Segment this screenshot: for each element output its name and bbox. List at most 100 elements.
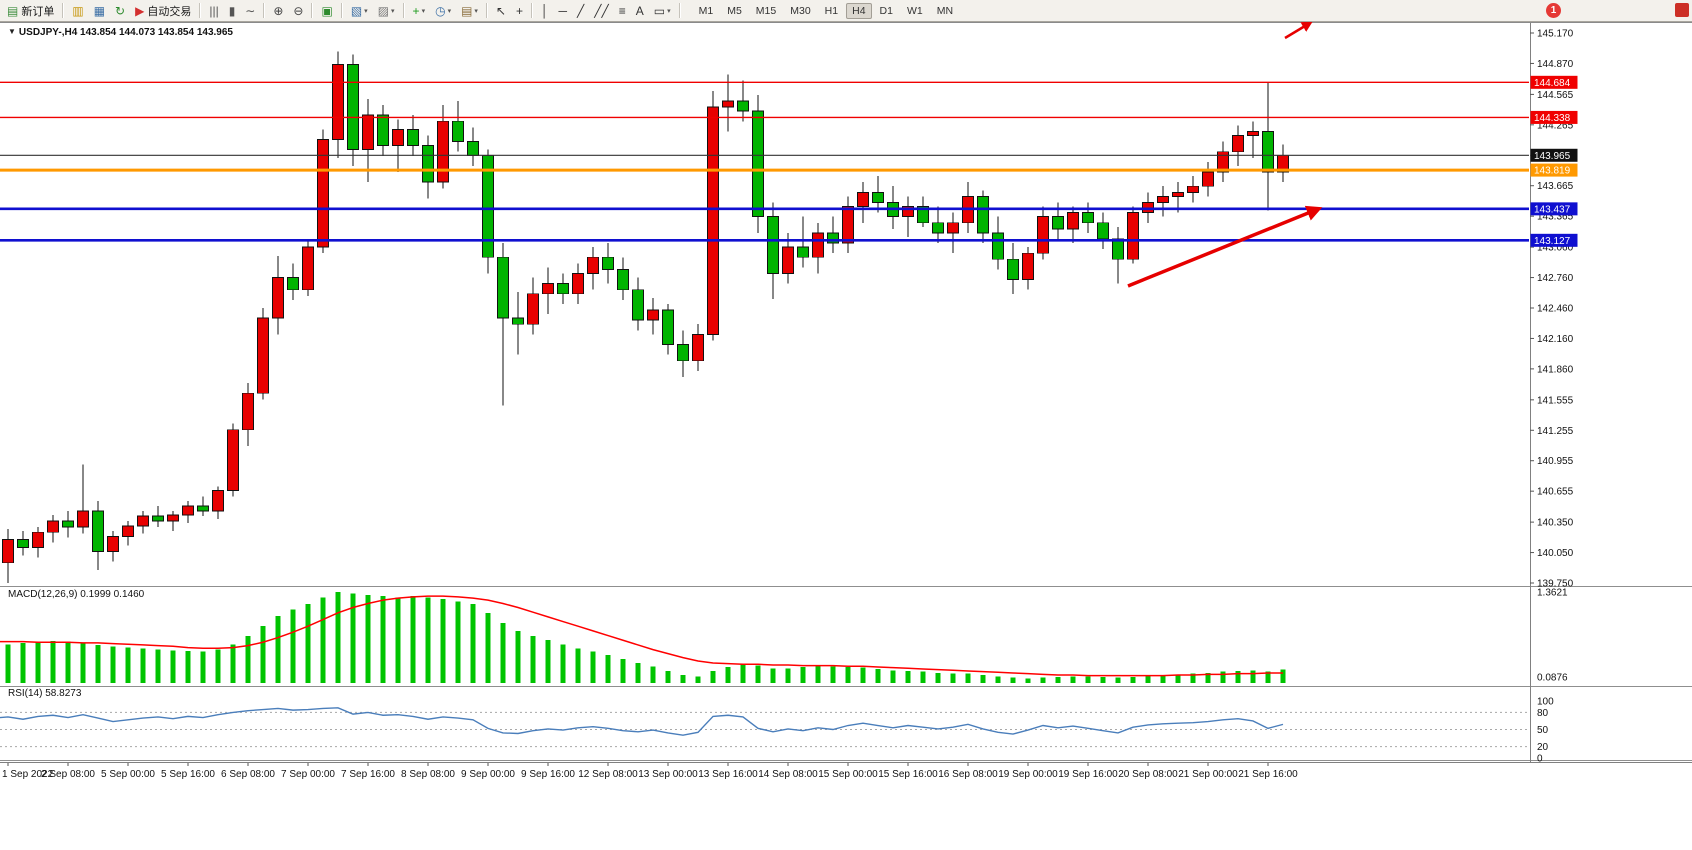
svg-text:14 Sep 08:00: 14 Sep 08:00	[758, 769, 818, 780]
timeframe-h4[interactable]: H4	[846, 2, 872, 19]
svg-text:142.460: 142.460	[1537, 304, 1574, 315]
horizontal-line-button[interactable]: ─	[555, 1, 572, 21]
zoom-in-button[interactable]: ⊕	[269, 1, 287, 21]
candlestick-chart-button[interactable]: ▮	[225, 1, 240, 21]
svg-text:8 Sep 08:00: 8 Sep 08:00	[401, 769, 455, 780]
cursor-icon: ↖	[495, 3, 506, 18]
svg-text:143.060: 143.060	[1537, 243, 1574, 254]
svg-text:143.665: 143.665	[1537, 181, 1574, 192]
text-tool-button[interactable]: A	[632, 1, 648, 21]
tile-windows-button[interactable]: ▣	[317, 1, 336, 21]
svg-text:143.819: 143.819	[1534, 166, 1571, 177]
market-watch-icon: ▥	[72, 3, 84, 18]
shapes-button[interactable]: ▭ ▾	[650, 1, 675, 21]
cursor-button[interactable]: ↖	[492, 1, 510, 21]
data-window-button[interactable]: ▦	[90, 1, 109, 21]
vertical-line-icon: │	[541, 3, 549, 18]
fibonacci-button[interactable]: ≡	[615, 1, 630, 21]
svg-text:7 Sep 16:00: 7 Sep 16:00	[341, 769, 395, 780]
price-badge: 144.684	[1530, 75, 1578, 89]
price-badge: 143.127	[1530, 233, 1578, 247]
toolbar-separator	[311, 3, 314, 18]
templates-button[interactable]: ▤ ▾	[457, 1, 482, 21]
svg-text:9 Sep 00:00: 9 Sep 00:00	[461, 769, 515, 780]
timeframe-d1[interactable]: D1	[879, 4, 893, 17]
main-toolbar: ▤ 新订单 ▥ ▦ ↻ ▶ 自动交易 ||| ▮ ∼ ⊕ ⊖ ▣ ▧ ▾ ▨ ▾ + ▾ ◷ ▾ ▤ ▾ ↖ + │ ─ ╱ ╱╱ ≡ A ▭…	[0, 0, 1692, 22]
toolbar-separator	[263, 3, 266, 18]
timeframe-mn[interactable]: MN	[936, 4, 954, 17]
new-order-button-label: 新订单	[21, 5, 55, 18]
clock-icon: ◷	[435, 3, 446, 18]
fibonacci-icon: ≡	[618, 3, 626, 18]
svg-text:5 Sep 00:00: 5 Sep 00:00	[101, 769, 155, 780]
trend-arrow[interactable]	[1127, 205, 1323, 288]
notification-badge[interactable]: 1	[1546, 3, 1561, 18]
refresh-icon: ↻	[115, 3, 126, 18]
svg-text:2 Sep 08:00: 2 Sep 08:00	[41, 769, 95, 780]
dropdown-caret-icon: ▾	[447, 7, 452, 15]
alert-icon[interactable]	[1675, 3, 1689, 17]
svg-text:13 Sep 16:00: 13 Sep 16:00	[698, 769, 758, 780]
profiles-icon: ▨	[377, 3, 390, 18]
corner-arrow[interactable]	[1284, 21, 1313, 40]
bar-chart-button[interactable]: |||	[205, 1, 222, 21]
timeframe-m15[interactable]: M15	[755, 4, 777, 17]
periods-button[interactable]: ◷ ▾	[431, 1, 455, 21]
trendline-button[interactable]: ╱	[573, 1, 588, 21]
indicators-icon: +	[412, 3, 420, 18]
bar-chart-icon: |||	[209, 3, 219, 18]
svg-text:9 Sep 16:00: 9 Sep 16:00	[521, 769, 575, 780]
rsi-line	[0, 707, 1284, 736]
timeframe-m5[interactable]: M5	[727, 4, 742, 17]
toolbar-separator	[531, 3, 534, 18]
timeframe-w1[interactable]: W1	[906, 4, 923, 17]
auto-trading-button[interactable]: ▶ 自动交易	[131, 1, 195, 21]
zoom-in-icon: ⊕	[273, 3, 284, 18]
rsi-label: RSI(14) 58.8273	[8, 688, 82, 699]
new-chart-button[interactable]: ▧ ▾	[347, 1, 372, 21]
svg-text:143.965: 143.965	[1534, 151, 1571, 162]
line-chart-button[interactable]: ∼	[241, 1, 259, 21]
timeframe-m30[interactable]: M30	[790, 4, 811, 17]
svg-text:6 Sep 08:00: 6 Sep 08:00	[221, 769, 275, 780]
dropdown-caret-icon: ▾	[421, 7, 426, 15]
refresh-button[interactable]: ↻	[111, 1, 129, 21]
svg-text:21 Sep 16:00: 21 Sep 16:00	[1238, 769, 1298, 780]
template-icon: ▤	[461, 3, 473, 18]
dropdown-caret-icon: ▾	[364, 7, 368, 15]
svg-text:21 Sep 00:00: 21 Sep 00:00	[1178, 769, 1238, 780]
svg-text:142.160: 142.160	[1537, 334, 1574, 345]
crosshair-button[interactable]: +	[512, 1, 527, 21]
svg-text:140.350: 140.350	[1537, 518, 1574, 529]
vertical-line-button[interactable]: │	[537, 1, 553, 21]
auto-trading-button-label: 自动交易	[147, 5, 192, 18]
macd-label: MACD(12,26,9) 0.1999 0.1460	[8, 589, 145, 600]
candles-layer	[2, 51, 1289, 583]
timeframe-h1[interactable]: H1	[824, 4, 839, 17]
svg-text:143.365: 143.365	[1537, 212, 1574, 223]
channel-button[interactable]: ╱╱	[590, 1, 612, 21]
svg-text:19 Sep 16:00: 19 Sep 16:00	[1058, 769, 1118, 780]
auto-trading-icon: ▶	[135, 3, 145, 18]
svg-text:141.255: 141.255	[1537, 426, 1574, 437]
toolbar-separator	[402, 3, 405, 18]
indicators-button[interactable]: + ▾	[409, 1, 430, 21]
horizontal-lines-layer[interactable]	[0, 81, 1529, 242]
market-watch-button[interactable]: ▥	[68, 1, 87, 21]
price-badge: 144.338	[1530, 110, 1578, 124]
dropdown-caret-icon: ▾	[667, 7, 671, 15]
chart-header-text: USDJPY-,H4 143.854 144.073 143.854 143.9…	[18, 27, 233, 38]
timeframe-m1[interactable]: M1	[698, 4, 714, 17]
price-axis: 145.170 144.870 144.565 144.265 143.965 143.6…	[1530, 29, 1574, 590]
timeframe-toolbar: M1 M5 M15 M30 H1 H4 D1 W1 MN	[692, 2, 960, 19]
zoom-out-button[interactable]: ⊖	[289, 1, 307, 21]
svg-text:139.750: 139.750	[1537, 579, 1574, 590]
svg-text:1 Sep 2022: 1 Sep 2022	[2, 769, 54, 780]
svg-text:7 Sep 00:00: 7 Sep 00:00	[281, 769, 335, 780]
symbol-dropdown-icon[interactable]: ▼	[8, 27, 16, 36]
profiles-button[interactable]: ▨ ▾	[374, 1, 399, 21]
new-order-button[interactable]: ▤ 新订单	[3, 1, 58, 21]
svg-text:141.555: 141.555	[1537, 395, 1574, 406]
data-window-icon: ▦	[93, 3, 106, 18]
svg-text:143.127: 143.127	[1534, 236, 1571, 247]
